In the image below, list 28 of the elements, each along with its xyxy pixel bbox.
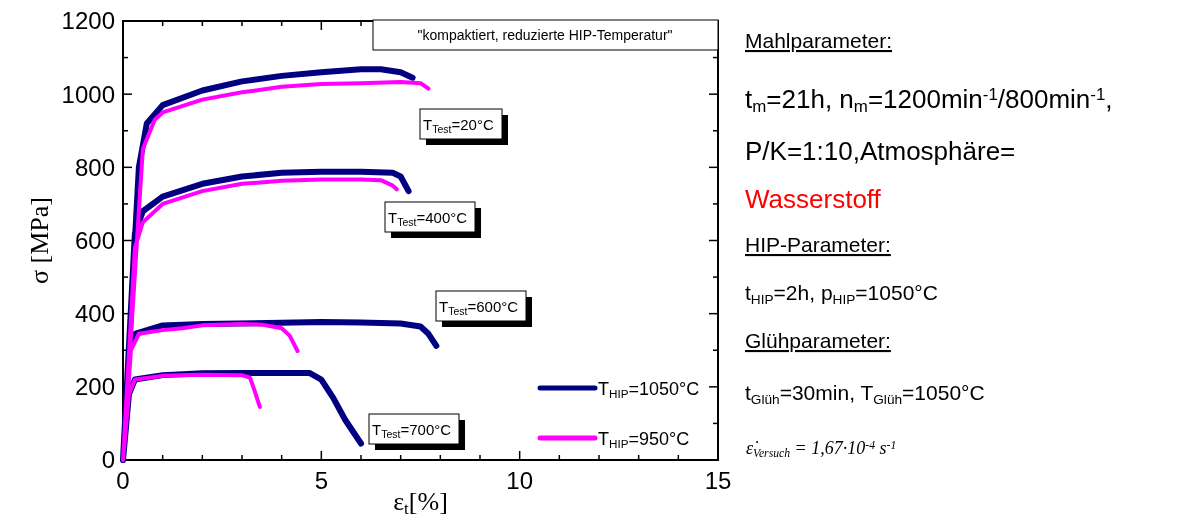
y-tick-label: 1000 — [61, 80, 115, 108]
text: P/K=1:10,Atmosphäre= — [745, 136, 1016, 166]
y-tick-label: 1200 — [61, 7, 115, 35]
y-tick-label: 600 — [74, 226, 115, 254]
text: Wasserstoff — [745, 184, 882, 214]
legend-label: T$_{HIP}$=950°C — [598, 429, 690, 450]
text: t$_{HIP}$=2h, p$_{HIP}$=1050°C — [745, 281, 938, 307]
x-tick-label: 5 — [314, 467, 329, 494]
y-tick-label: 0 — [101, 446, 115, 474]
y-axis-title: σ [MPa] — [25, 197, 54, 284]
x-axis-title: ε$_{t}$[%] — [393, 487, 448, 519]
text: Mahlparameter: — [745, 29, 893, 52]
text: t$_{m}$=21h, n$_{m}$=1200min$^{-1}$/800min$^{-1}$, — [745, 84, 1113, 117]
y-tick-label: 200 — [74, 373, 115, 401]
chart-title: "kompaktiert, reduzierte HIP-Temperatur" — [417, 27, 673, 43]
y-tick-label: 400 — [74, 300, 115, 328]
legend-label: T$_{HIP}$=1050°C — [598, 379, 700, 400]
x-tick-label: 15 — [704, 467, 732, 494]
y-tick-label: 800 — [74, 153, 115, 181]
text: ε̇$_{Versuch}$ = 1,67·10$^{-4}$ s$^{-1}$ — [746, 438, 897, 460]
text: t$_{Glüh}$=30min, T$_{Glüh}$=1050°C — [745, 381, 985, 407]
annotation: T$_{Test}$=700°C — [372, 421, 452, 440]
x-tick-label: 10 — [506, 467, 534, 494]
annotation: T$_{Test}$=600°C — [439, 298, 519, 317]
text: Glühparameter: — [745, 329, 891, 352]
annotation: T$_{Test}$=400°C — [388, 209, 468, 228]
annotation: T$_{Test}$=20°C — [423, 116, 494, 135]
text: HIP-Parameter: — [745, 233, 891, 256]
